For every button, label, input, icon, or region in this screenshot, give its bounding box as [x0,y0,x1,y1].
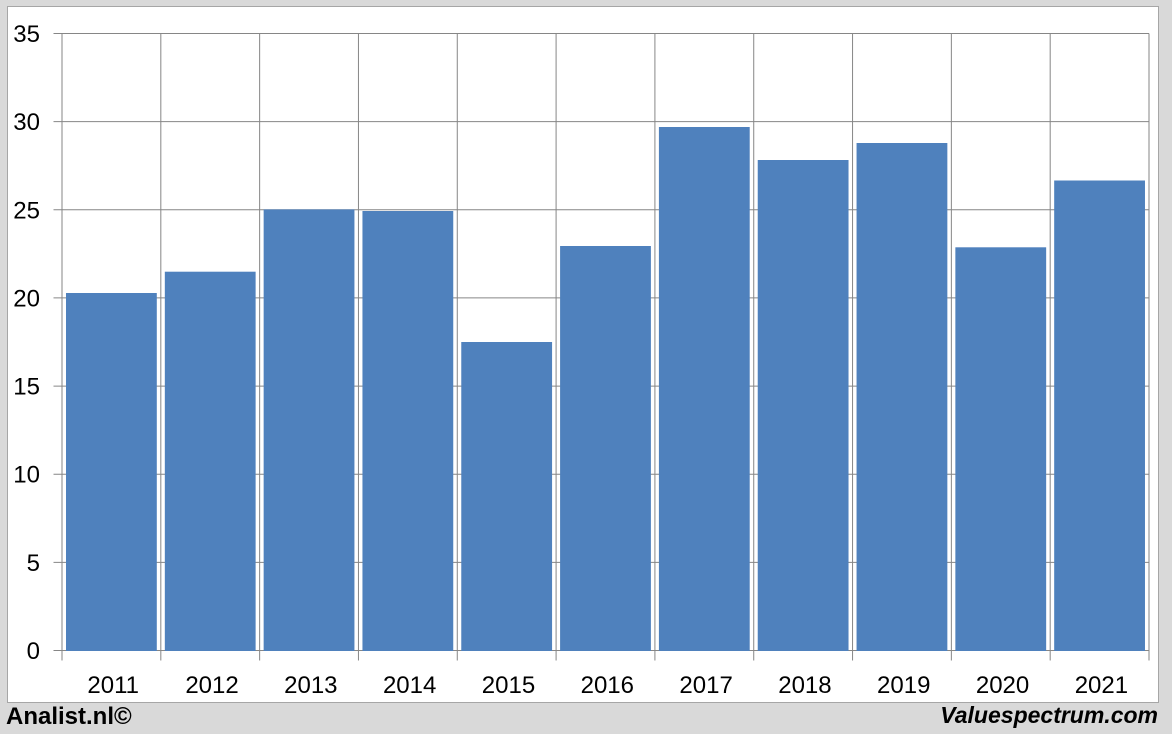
svg-text:5: 5 [27,550,40,577]
svg-text:10: 10 [13,462,40,489]
svg-text:2012: 2012 [185,672,238,699]
svg-text:2013: 2013 [284,672,337,699]
svg-text:2020: 2020 [976,672,1029,699]
svg-text:2018: 2018 [778,672,831,699]
svg-text:Analist.nl©: Analist.nl© [6,703,132,730]
svg-text:2021: 2021 [1075,672,1128,699]
svg-text:2016: 2016 [581,672,634,699]
svg-text:2019: 2019 [877,672,930,699]
svg-text:15: 15 [13,374,40,401]
svg-text:0: 0 [27,638,40,665]
svg-text:30: 30 [13,109,40,136]
svg-text:25: 25 [13,197,40,224]
svg-text:2011: 2011 [87,672,139,699]
svg-text:Valuespectrum.com: Valuespectrum.com [940,702,1158,728]
svg-text:35: 35 [13,21,40,48]
svg-text:2017: 2017 [679,672,732,699]
svg-text:20: 20 [13,285,40,312]
svg-text:2014: 2014 [383,672,436,699]
svg-text:2015: 2015 [482,672,535,699]
